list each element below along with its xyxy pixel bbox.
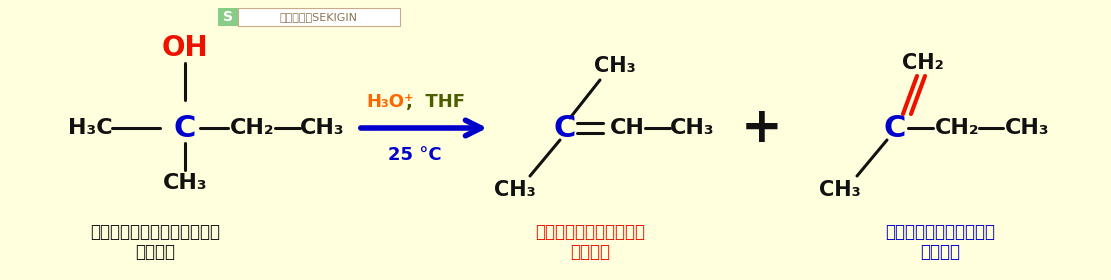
Text: CH: CH [610, 118, 644, 138]
FancyBboxPatch shape [238, 8, 400, 26]
Text: +: + [741, 104, 783, 152]
Text: 25 °C: 25 °C [388, 146, 442, 164]
Text: 副生成物: 副生成物 [920, 243, 960, 261]
Text: 主生成物: 主生成物 [570, 243, 610, 261]
Text: ２－メチル－２－ブタノール: ２－メチル－２－ブタノール [90, 223, 220, 241]
Text: C: C [884, 113, 907, 143]
Text: ２－メチル－２－ブテン: ２－メチル－２－ブテン [536, 223, 645, 241]
Text: 出発物質: 出発物質 [136, 243, 176, 261]
Text: OH: OH [162, 34, 209, 62]
Text: ２－メチル－１－ブテン: ２－メチル－１－ブテン [885, 223, 995, 241]
Text: CH₂: CH₂ [902, 53, 944, 73]
Text: CH₃: CH₃ [494, 180, 536, 200]
Text: C: C [553, 113, 577, 143]
Text: CH₃: CH₃ [670, 118, 714, 138]
Text: CH₃: CH₃ [819, 180, 861, 200]
Text: C: C [173, 113, 197, 143]
Text: H₃O⁺: H₃O⁺ [367, 93, 413, 111]
FancyBboxPatch shape [218, 8, 238, 26]
Text: CH₃: CH₃ [300, 118, 344, 138]
Text: H₃C: H₃C [68, 118, 112, 138]
Text: CH₃: CH₃ [1004, 118, 1049, 138]
Text: CH₂: CH₂ [934, 118, 979, 138]
Text: CH₂: CH₂ [230, 118, 274, 138]
Text: CH₃: CH₃ [162, 173, 208, 193]
Text: S: S [223, 10, 233, 24]
Text: ,  THF: , THF [407, 93, 466, 111]
Text: 技術情報館SEKIGIN: 技術情報館SEKIGIN [280, 12, 358, 22]
Text: CH₃: CH₃ [594, 56, 635, 76]
